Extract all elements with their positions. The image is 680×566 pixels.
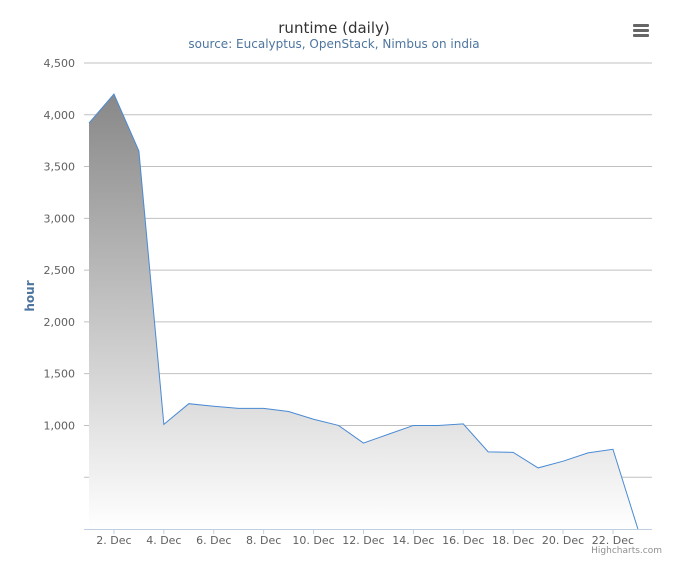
data-point[interactable] [112,92,116,96]
data-point[interactable] [187,402,191,406]
data-point[interactable] [337,423,341,427]
x-axis [84,529,652,534]
x-tick-label: 6. Dec [196,534,231,547]
y-tick-label: 4,000 [44,109,76,122]
chart-title: runtime (daily) [278,19,389,37]
x-tick-label: 14. Dec [392,534,434,547]
data-point[interactable] [262,406,266,410]
x-tick-label: 8. Dec [246,534,281,547]
data-point[interactable] [312,417,316,421]
data-point[interactable] [386,432,390,436]
x-tick-label: 22. Dec [592,534,634,547]
series-area-fill [89,94,638,530]
y-tick-label: 1,000 [44,419,76,432]
data-point[interactable] [237,406,241,410]
x-tick-label: 12. Dec [342,534,384,547]
data-point[interactable] [411,423,415,427]
data-point[interactable] [611,447,615,451]
y-tick-label: 1,500 [44,368,76,381]
data-point[interactable] [212,404,216,408]
y-tick-label: 2,500 [44,264,76,277]
data-point[interactable] [87,121,91,125]
chart-menu-button[interactable] [626,16,656,42]
data-point[interactable] [511,450,515,454]
chart-subtitle: source: Eucalyptus, OpenStack, Nimbus on… [188,37,479,51]
y-tick-label: 3,000 [44,212,76,225]
y-axis-title: hour [23,280,37,311]
x-tick-label: 16. Dec [442,534,484,547]
credits-link[interactable]: Highcharts.com [591,546,662,556]
data-point[interactable] [137,149,141,153]
x-tick-label: 18. Dec [492,534,534,547]
data-point[interactable] [436,423,440,427]
series-line [88,93,639,530]
data-point[interactable] [361,441,365,445]
data-point[interactable] [561,459,565,463]
data-point[interactable] [162,422,166,426]
menu-icon-bar-1 [633,24,649,27]
x-tick-label: 20. Dec [542,534,584,547]
menu-icon-bar-3 [633,34,649,37]
y-axis-ticks: 1,000 1,500 2,000 2,500 3,000 3,500 4,000 4,500 [44,57,76,432]
grid-lines [84,62,652,478]
data-point[interactable] [486,450,490,454]
y-tick-label: 2,000 [44,316,76,329]
data-point[interactable] [636,527,640,531]
data-point[interactable] [586,451,590,455]
data-point[interactable] [287,409,291,413]
data-point[interactable] [536,466,540,470]
y-tick-label: 3,500 [44,161,76,174]
x-axis-ticks: 2. Dec 4. Dec 6. Dec 8. Dec 10. Dec 12. Dec 14… [96,534,634,547]
x-tick-label: 4. Dec [146,534,181,547]
menu-icon-bar-2 [633,29,649,32]
series-group [87,92,640,531]
x-tick-label: 10. Dec [292,534,334,547]
x-tick-label: 2. Dec [96,534,131,547]
y-tick-label: 4,500 [44,57,76,70]
data-point[interactable] [461,422,465,426]
